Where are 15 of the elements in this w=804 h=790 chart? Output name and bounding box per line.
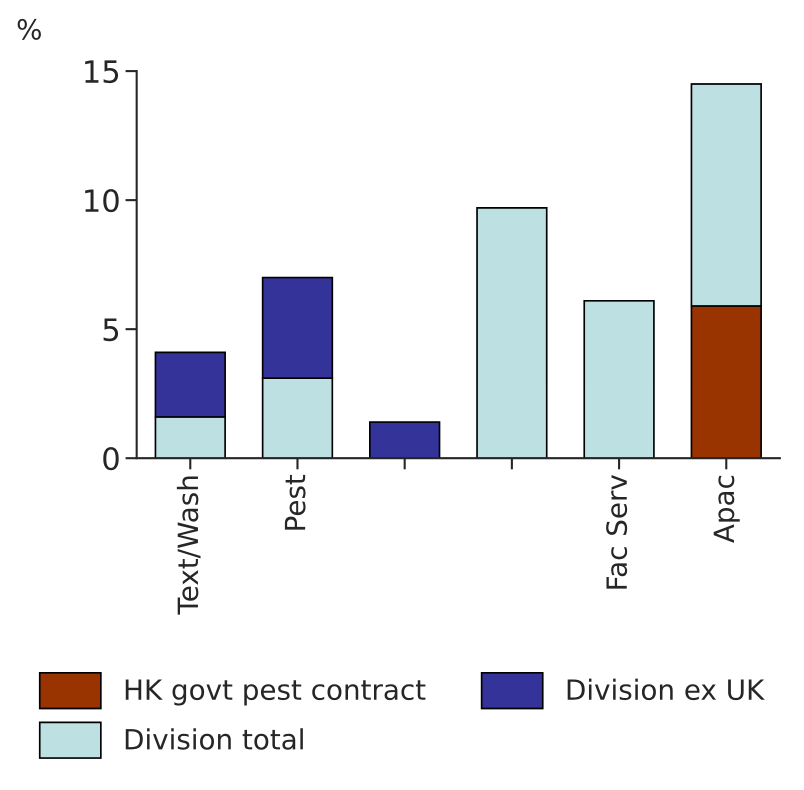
x-tick-label: Text/Wash — [176, 476, 201, 615]
y-axis-title: % — [18, 18, 41, 40]
x-tick-label: Pest — [284, 474, 306, 530]
bar — [583, 300, 655, 458]
x-tick-label: Apac — [714, 476, 740, 543]
bar — [369, 421, 440, 458]
y-tick-label: 10 — [85, 189, 119, 212]
legend-label: Division ex UK — [568, 678, 765, 700]
x-tick-label: Fac Serv — [606, 475, 628, 589]
legend-label: Division total — [126, 728, 303, 750]
y-tick-label: 0 — [103, 447, 119, 470]
y-tick-label: 15 — [85, 60, 118, 84]
legend-label: HK govt pest contract — [126, 679, 426, 706]
bar — [476, 207, 548, 458]
y-tick-label: 5 — [104, 318, 118, 342]
